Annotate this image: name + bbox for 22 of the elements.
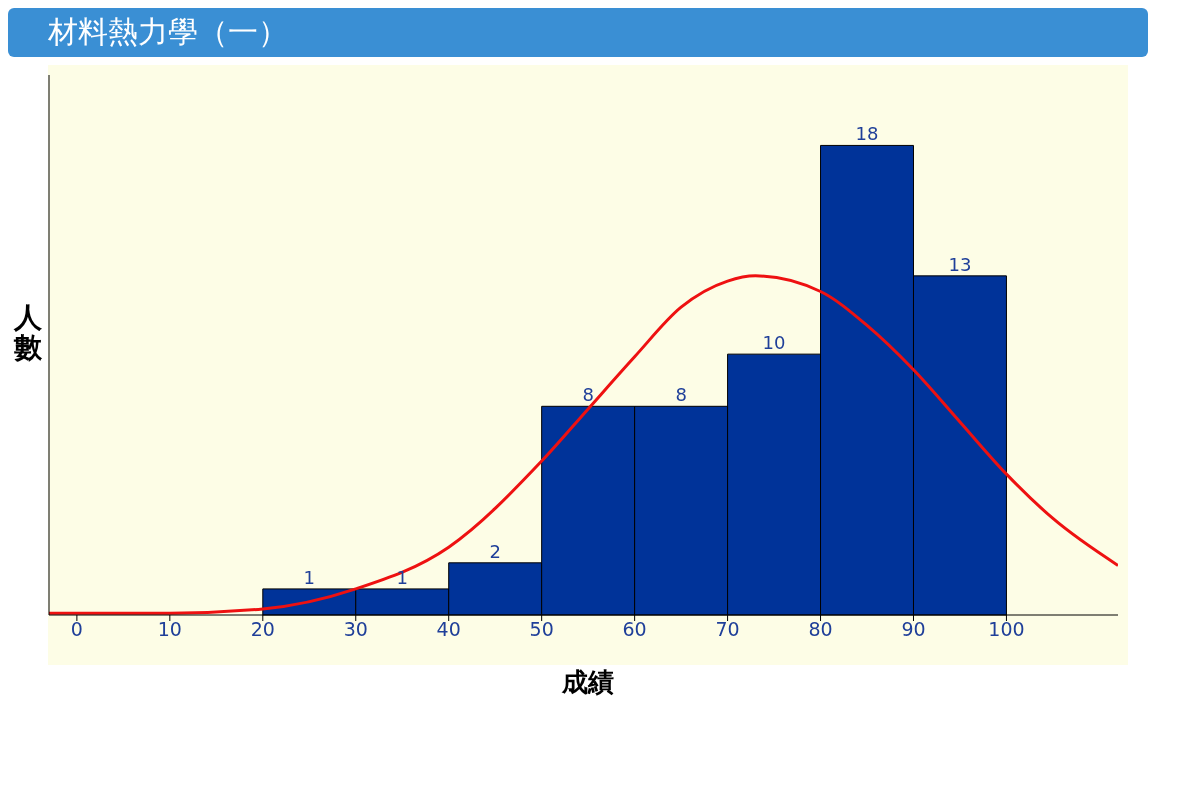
x-axis-title: 成績 [561, 666, 615, 699]
x-tick-label: 80 [808, 618, 833, 641]
x-tick-label: 100 [988, 618, 1025, 641]
data-label: 2 [489, 540, 501, 562]
data-label: 18 [855, 123, 879, 145]
chart-title: 材料熱力學（一） [8, 8, 1148, 57]
x-tick-label: 20 [250, 618, 275, 641]
data-label: 1 [303, 566, 315, 588]
data-label: 1 [396, 566, 408, 588]
data-label: 8 [675, 384, 687, 406]
x-tick-label: 50 [529, 618, 554, 641]
x-tick-label: 30 [343, 618, 368, 641]
data-label: 10 [762, 332, 786, 354]
data-label: 8 [582, 384, 594, 406]
x-tick-label: 0 [70, 618, 83, 641]
x-tick-label: 90 [901, 618, 926, 641]
x-tick-label: 60 [622, 618, 647, 641]
data-label: 13 [948, 253, 972, 275]
x-tick-label: 70 [715, 618, 740, 641]
x-tick-label: 10 [157, 618, 182, 641]
y-axis-title: 人數 [13, 300, 43, 364]
x-tick-label: 40 [436, 618, 461, 641]
